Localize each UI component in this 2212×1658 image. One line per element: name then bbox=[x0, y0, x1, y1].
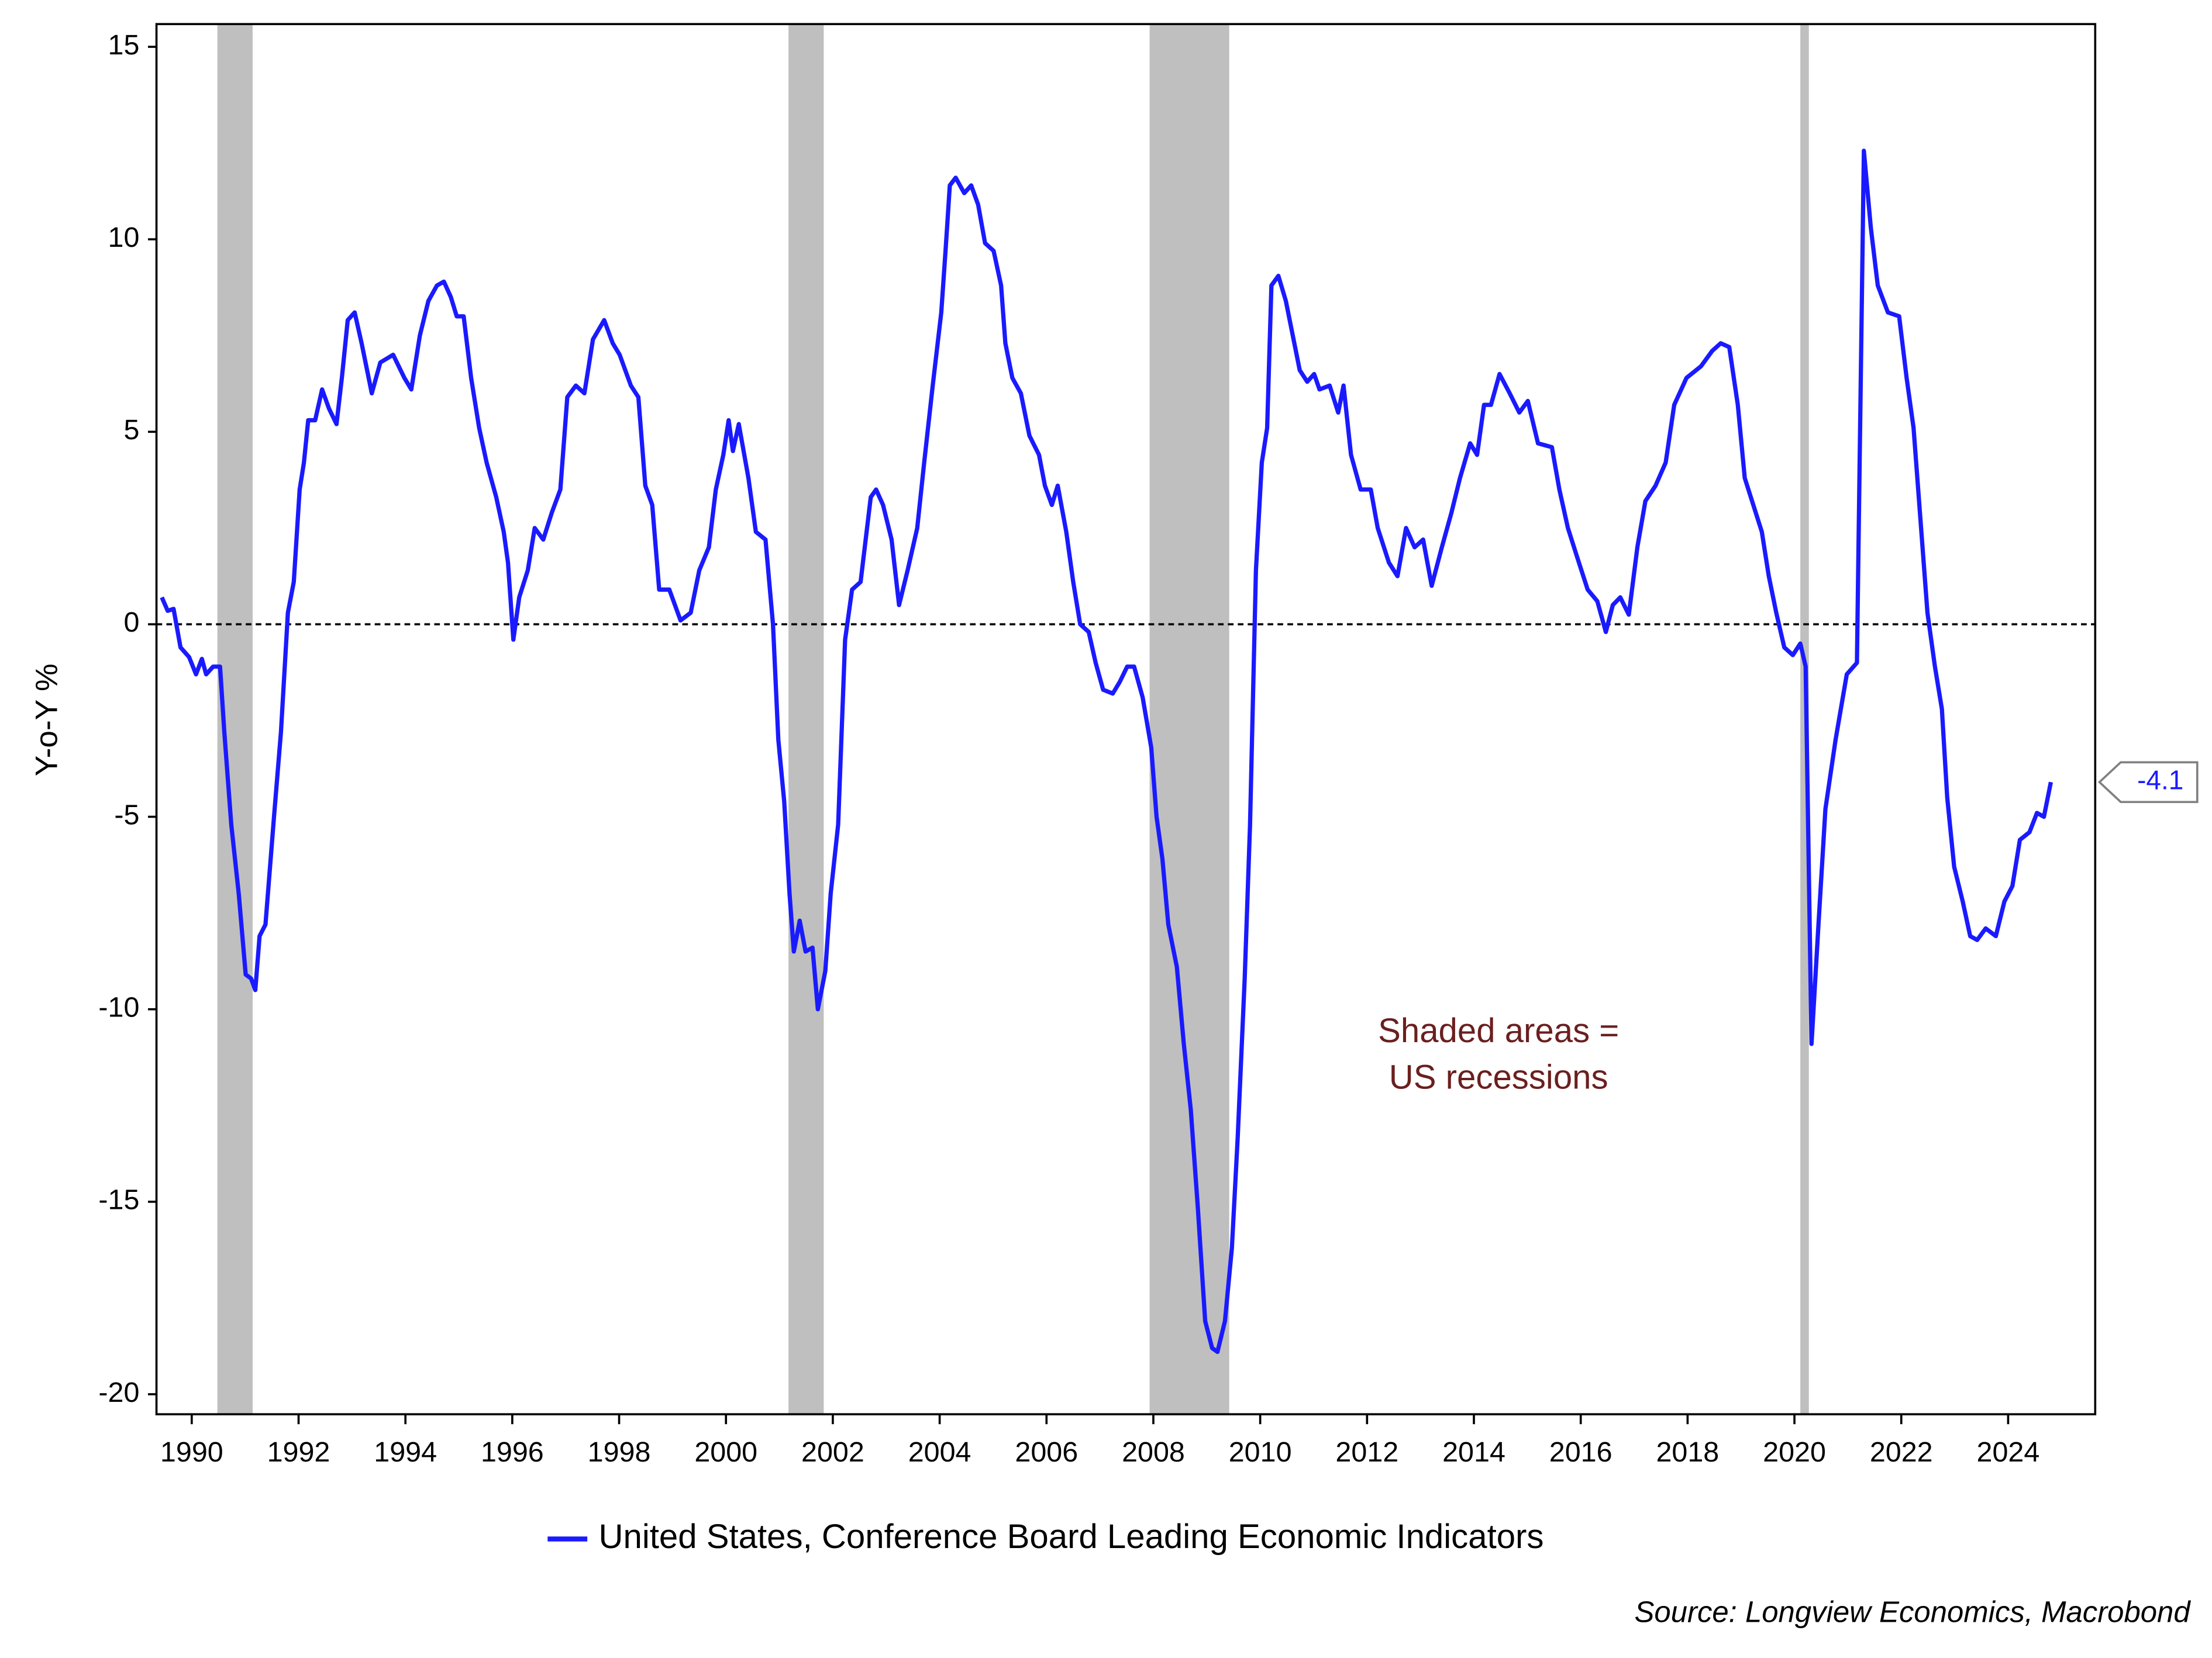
source: Source: Longview Economics, Macrobond bbox=[1634, 1595, 2191, 1628]
y-tick-label: 0 bbox=[124, 606, 140, 638]
x-tick-label: 2006 bbox=[1015, 1436, 1078, 1468]
last-value-box bbox=[2097, 761, 2199, 804]
y-axis-label: Y-o-Y % bbox=[29, 664, 64, 777]
x-tick-label: 1990 bbox=[160, 1436, 223, 1468]
x-tick-label: 2022 bbox=[1870, 1436, 1933, 1468]
y-tick-label: -10 bbox=[98, 992, 139, 1023]
series-line bbox=[160, 149, 2053, 1354]
y-tick-label: 5 bbox=[124, 414, 140, 446]
x-tick-label: 2002 bbox=[801, 1436, 864, 1468]
x-tick-label: 1996 bbox=[481, 1436, 544, 1468]
annotation: Shaded areas = bbox=[1378, 1012, 1619, 1050]
x-tick-label: 1992 bbox=[267, 1436, 330, 1468]
x-tick-label: 2014 bbox=[1442, 1436, 1505, 1468]
x-tick-label: 2016 bbox=[1549, 1436, 1613, 1468]
last-value-label: -4.1 bbox=[2137, 764, 2183, 795]
x-tick-label: 1994 bbox=[374, 1436, 437, 1468]
x-tick-label: 2010 bbox=[1229, 1436, 1292, 1468]
y-tick-label: -5 bbox=[114, 799, 139, 830]
x-tick-label: 1998 bbox=[588, 1436, 651, 1468]
y-tick-label: -20 bbox=[98, 1377, 139, 1408]
recession-band bbox=[788, 24, 824, 1415]
x-tick-label: 2008 bbox=[1122, 1436, 1185, 1468]
x-tick-label: 2024 bbox=[1977, 1436, 2040, 1468]
annotation: US recessions bbox=[1389, 1059, 1608, 1097]
x-tick-label: 2020 bbox=[1763, 1436, 1826, 1468]
x-tick-label: 2000 bbox=[694, 1436, 757, 1468]
legend-label: United States, Conference Board Leading … bbox=[599, 1518, 1544, 1556]
plot-frame bbox=[155, 23, 2097, 1416]
x-tick-label: 2018 bbox=[1656, 1436, 1719, 1468]
x-tick-label: 2004 bbox=[908, 1436, 971, 1468]
plot-area bbox=[156, 24, 2096, 1415]
y-tick-label: 10 bbox=[108, 222, 140, 253]
y-tick-label: 15 bbox=[108, 29, 140, 61]
x-tick-label: 2012 bbox=[1335, 1436, 1398, 1468]
recession-band bbox=[1149, 24, 1229, 1415]
y-tick-label: -15 bbox=[98, 1184, 139, 1216]
